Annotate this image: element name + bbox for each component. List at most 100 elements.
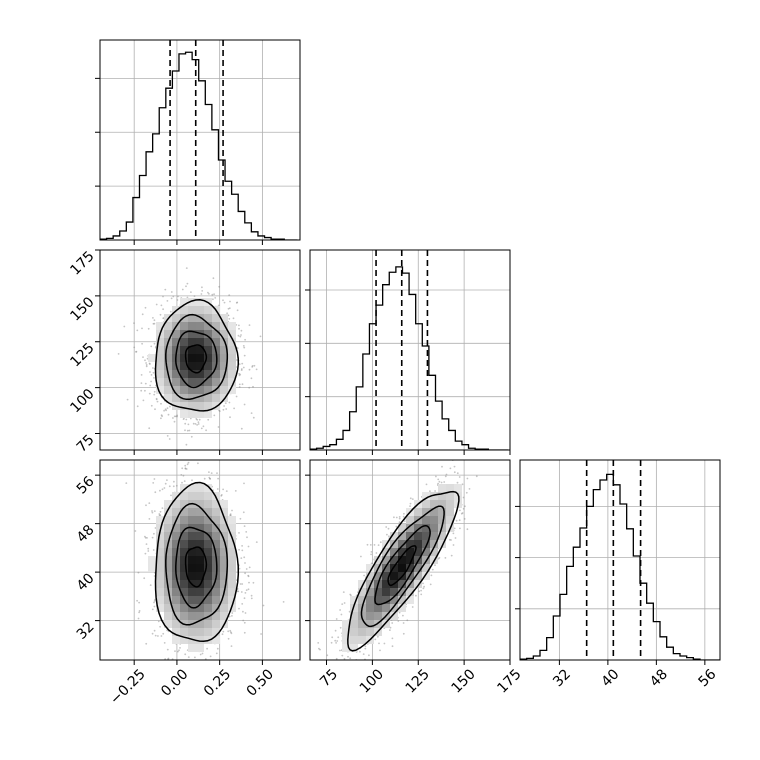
sample-point [429, 583, 432, 586]
sample-point [229, 513, 232, 515]
sample-point [141, 313, 144, 316]
sample-point [161, 507, 164, 509]
sample-point [252, 581, 255, 584]
density-cell [204, 402, 212, 410]
sample-point [239, 517, 242, 520]
sample-point [201, 290, 204, 292]
sample-point [140, 374, 143, 376]
sample-point [366, 543, 369, 546]
density-cell [164, 508, 172, 516]
density-cell [156, 604, 164, 612]
sample-point [152, 549, 155, 551]
sample-point [458, 476, 461, 478]
sample-point [153, 390, 156, 393]
density-cell [220, 354, 228, 362]
sample-point [443, 481, 446, 483]
sample-point [197, 686, 199, 688]
density-cell [172, 524, 180, 532]
density-cell [204, 338, 212, 346]
sample-point [212, 298, 214, 301]
density-cell [188, 588, 196, 596]
density-cell [188, 508, 196, 516]
sample-point [420, 593, 423, 596]
sample-point [356, 670, 358, 672]
sample-point [194, 656, 196, 659]
sample-point [203, 477, 206, 480]
sample-point [225, 408, 228, 410]
density-cell [212, 636, 220, 644]
density-cell [156, 354, 164, 362]
panel-frame [309, 249, 511, 451]
sample-point [196, 418, 199, 421]
sample-point [415, 594, 417, 597]
density-cell [220, 386, 228, 394]
sample-point [199, 653, 202, 656]
density-cell [172, 330, 180, 338]
density-cell [172, 620, 180, 628]
density-cell [180, 540, 188, 548]
sample-point [386, 533, 388, 536]
sample-point [145, 642, 148, 645]
density-cell [196, 588, 204, 596]
sample-point [150, 374, 153, 376]
sample-point [135, 351, 137, 353]
density-cell [220, 346, 228, 354]
density-cell [180, 338, 188, 346]
sample-point [159, 510, 162, 513]
sample-point [389, 629, 391, 631]
density-cell [172, 346, 180, 354]
sample-point [434, 564, 436, 567]
density-cell [196, 306, 204, 314]
density-cell [172, 378, 180, 386]
sample-point [459, 527, 461, 530]
sample-point [191, 479, 193, 482]
density-cell [204, 620, 212, 628]
sample-point [166, 407, 169, 410]
density-cell [156, 572, 164, 580]
sample-point [166, 629, 169, 632]
density-cell [204, 378, 212, 386]
density-cell [204, 604, 212, 612]
density-cell [172, 596, 180, 604]
sample-point [160, 635, 163, 637]
sample-point [230, 645, 233, 647]
density-cell [196, 564, 204, 572]
density-cell [156, 524, 164, 532]
sample-point [153, 601, 155, 604]
sample-point [241, 666, 243, 668]
sample-point [213, 414, 216, 417]
sample-point [149, 384, 152, 387]
density-cell [180, 492, 188, 500]
sample-point [168, 438, 171, 440]
sample-point [227, 458, 229, 460]
density-cell [188, 338, 196, 346]
sample-point [197, 421, 200, 424]
density-cell [212, 338, 220, 346]
density-cell [204, 322, 212, 330]
density-cell [212, 540, 220, 548]
density-cell [180, 346, 188, 354]
density-cell [180, 354, 188, 362]
hist-panel-0 [95, 39, 301, 245]
density-cell [220, 596, 228, 604]
density-cell [172, 370, 180, 378]
density-cell [228, 572, 236, 580]
density-cell [164, 500, 172, 508]
density-cell [196, 394, 204, 402]
density-cell [156, 362, 164, 370]
density-cell [156, 386, 164, 394]
density-cell [188, 644, 196, 652]
sample-point [235, 395, 238, 398]
sample-point [163, 409, 166, 412]
sample-point [148, 518, 151, 520]
sample-point [262, 604, 265, 607]
sample-point [144, 535, 146, 538]
density-cell [204, 314, 212, 322]
sample-point [201, 652, 204, 655]
contour-lines [154, 481, 240, 643]
sample-point [184, 422, 187, 425]
density-cell [172, 508, 180, 516]
density-cell [172, 540, 180, 548]
sample-point [418, 590, 421, 593]
density-cell [188, 386, 196, 394]
